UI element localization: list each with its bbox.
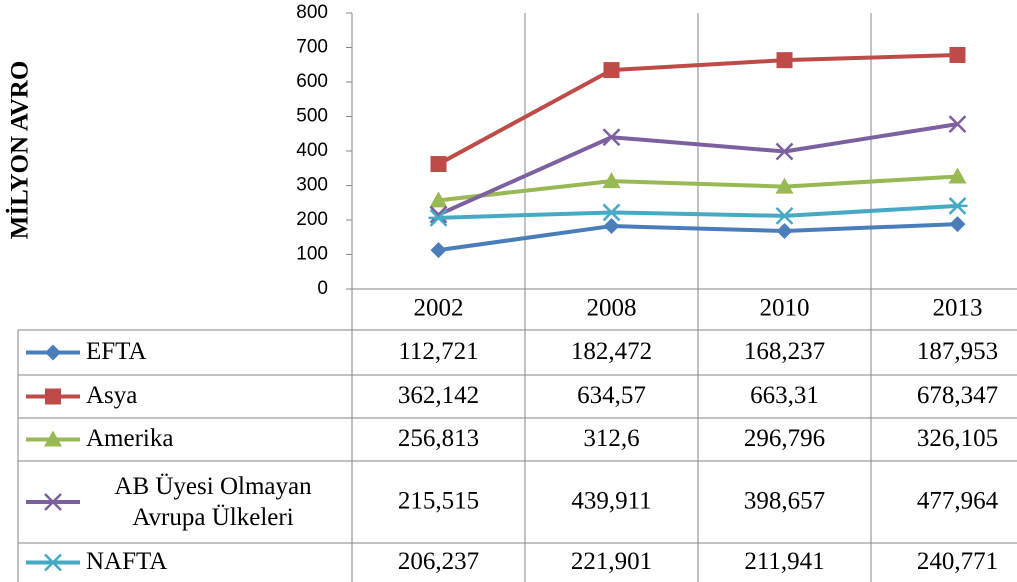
y-tick-label: 700 [296, 37, 328, 58]
marker [776, 52, 793, 69]
series-line [438, 222, 958, 253]
marker [602, 128, 621, 147]
table-value: 296,796 [744, 425, 825, 452]
table-value: 477,964 [917, 488, 999, 515]
marker [603, 62, 620, 79]
legend-label-text: AB Üyesi Olmayan Avrupa Ülkeleri [114, 473, 312, 531]
series-line [437, 122, 958, 217]
y-tick-label: 800 [296, 2, 328, 23]
marker [430, 156, 447, 173]
marker [949, 216, 966, 233]
table-value: 634,57 [577, 382, 646, 409]
table-value: 439,911 [571, 488, 651, 515]
y-tick-label: 100 [296, 244, 328, 265]
table-value: 678,347 [917, 382, 998, 409]
marker [602, 172, 621, 189]
marker [775, 142, 794, 161]
table-value: 256,813 [398, 425, 479, 452]
y-tick-label: 600 [296, 71, 328, 92]
marker [43, 553, 63, 572]
marker [429, 205, 448, 224]
table-value: 182,472 [571, 338, 652, 365]
marker [775, 177, 794, 194]
marker [948, 167, 967, 184]
legend-label: Amerika [86, 425, 173, 452]
table-value: 663,31 [750, 382, 819, 409]
marker [776, 222, 793, 239]
table-value: 187,953 [917, 338, 998, 365]
marker [44, 430, 62, 447]
y-tick-label: 300 [296, 175, 328, 196]
series-line [437, 52, 958, 166]
table-value: 326,105 [917, 425, 998, 452]
series-line [438, 203, 958, 220]
marker [45, 344, 61, 361]
marker [603, 218, 620, 235]
marker [774, 206, 795, 225]
legend-label: NAFTA [86, 548, 167, 575]
marker [430, 242, 447, 259]
marker [429, 191, 448, 208]
marker [949, 46, 966, 63]
table-value: 240,771 [917, 548, 998, 575]
y-axis-label: MİLYON AVRO [6, 61, 34, 240]
table-value: 215,515 [398, 488, 479, 515]
legend-label: Asya [86, 382, 137, 409]
y-tick-label: 500 [296, 106, 328, 127]
table-value: 206,237 [398, 548, 479, 575]
marker [45, 388, 61, 405]
x-tick-label: 2010 [760, 295, 810, 322]
y-tick-label: 400 [296, 140, 328, 161]
marker [947, 197, 968, 215]
legend-label: EFTA [86, 338, 147, 365]
table-value: 221,901 [571, 548, 652, 575]
marker [601, 203, 622, 222]
table-value: 112,721 [398, 338, 478, 365]
table-value: 211,941 [744, 548, 824, 575]
table-value: 312,6 [583, 425, 639, 452]
y-tick-label: 0 [317, 278, 328, 299]
marker [44, 493, 62, 511]
table-value: 362,142 [398, 382, 479, 409]
x-tick-label: 2002 [414, 295, 464, 322]
marker [428, 208, 449, 227]
legend-label: AB Üyesi Olmayan Avrupa Ülkeleri [114, 473, 312, 531]
y-tick-label: 200 [296, 209, 328, 230]
series-line [438, 174, 958, 203]
marker [948, 115, 967, 133]
table-value: 398,657 [744, 488, 825, 515]
x-tick-label: 2013 [933, 295, 983, 322]
x-tick-label: 2008 [587, 295, 637, 322]
table-value: 168,237 [744, 338, 825, 365]
